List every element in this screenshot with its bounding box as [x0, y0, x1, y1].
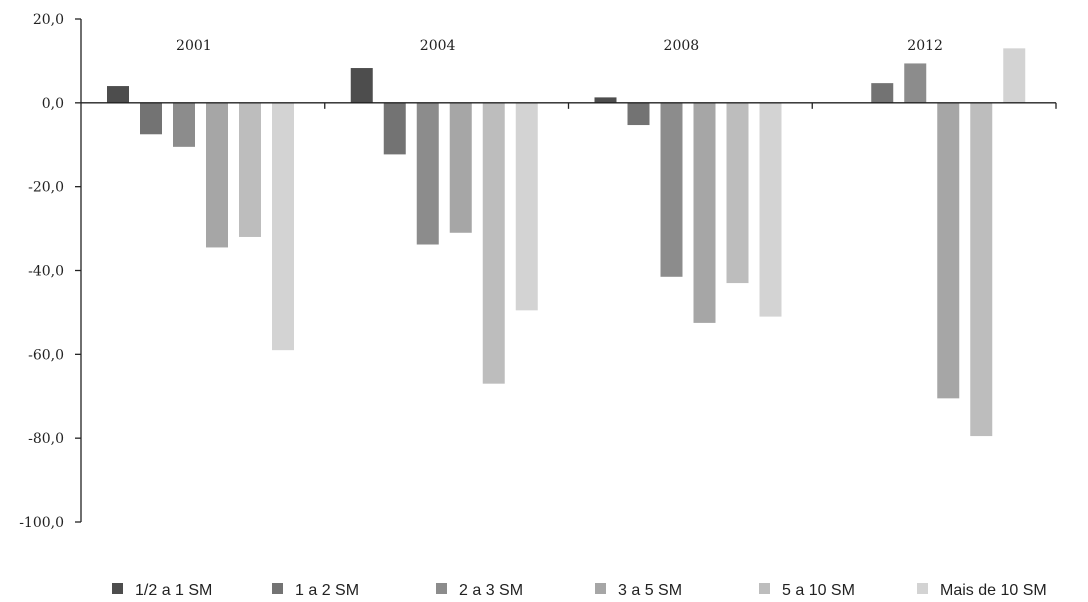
legend-swatch	[759, 583, 770, 594]
legend-label: 2 a 3 SM	[459, 582, 523, 599]
legend-swatch	[917, 583, 928, 594]
legend-label: 3 a 5 SM	[618, 582, 682, 599]
bar	[970, 102, 993, 437]
y-tick-label: -100,0	[19, 515, 64, 531]
y-tick-label: -40,0	[28, 264, 64, 280]
bar	[107, 86, 129, 103]
legend-swatch	[595, 583, 606, 594]
bar	[759, 102, 782, 317]
bar	[140, 102, 162, 135]
bar	[693, 102, 716, 323]
legend-item: 5 a 10 SM	[759, 582, 855, 599]
y-tick-label: 0,0	[42, 96, 64, 112]
y-tick-label: -60,0	[28, 347, 64, 363]
bar	[660, 102, 683, 277]
legend-item: 1/2 a 1 SM	[112, 582, 212, 599]
bar	[515, 102, 538, 311]
legend-item: 2 a 3 SM	[436, 582, 523, 599]
legend-swatch	[436, 583, 447, 594]
bar	[1003, 48, 1026, 103]
legend-swatch	[112, 583, 123, 594]
bar	[937, 102, 960, 399]
legend-label: 1/2 a 1 SM	[135, 582, 212, 599]
legend-label: Mais de 10 SM	[940, 582, 1047, 599]
y-tick-label: -20,0	[28, 180, 64, 196]
category-labels: 2001 2004 2008 2012	[176, 38, 943, 54]
bar	[173, 102, 195, 147]
legend-swatch	[272, 583, 283, 594]
bar	[904, 63, 927, 103]
bar	[627, 102, 650, 126]
y-tick-label: -80,0	[28, 431, 64, 447]
y-tick-label: 20,0	[33, 12, 64, 28]
legend-label: 1 a 2 SM	[295, 582, 359, 599]
bar	[482, 102, 505, 384]
legend-item: 1 a 2 SM	[272, 582, 359, 599]
x-axis	[81, 102, 1057, 109]
y-axis: 20,0 0,0 -20,0 -40,0 -60,0 -80,0 -100,0	[19, 12, 82, 531]
bar	[594, 97, 617, 103]
bar	[350, 68, 373, 103]
category-label: 2008	[664, 38, 700, 54]
category-label: 2004	[420, 38, 456, 54]
legend-label: 5 a 10 SM	[782, 582, 855, 599]
bar	[206, 102, 228, 248]
bar	[449, 102, 472, 233]
legend: 1/2 a 1 SM 1 a 2 SM 2 a 3 SM 3 a 5 SM 5 a 10…	[112, 582, 1047, 599]
bar	[416, 102, 439, 245]
bar	[871, 83, 894, 103]
category-label: 2012	[907, 38, 943, 54]
bar	[726, 102, 749, 284]
legend-item: 3 a 5 SM	[595, 582, 682, 599]
bar	[239, 102, 261, 237]
bar	[272, 102, 294, 351]
category-label: 2001	[176, 38, 212, 54]
legend-item: Mais de 10 SM	[917, 582, 1047, 599]
bar	[383, 102, 406, 155]
bars	[107, 48, 1026, 437]
